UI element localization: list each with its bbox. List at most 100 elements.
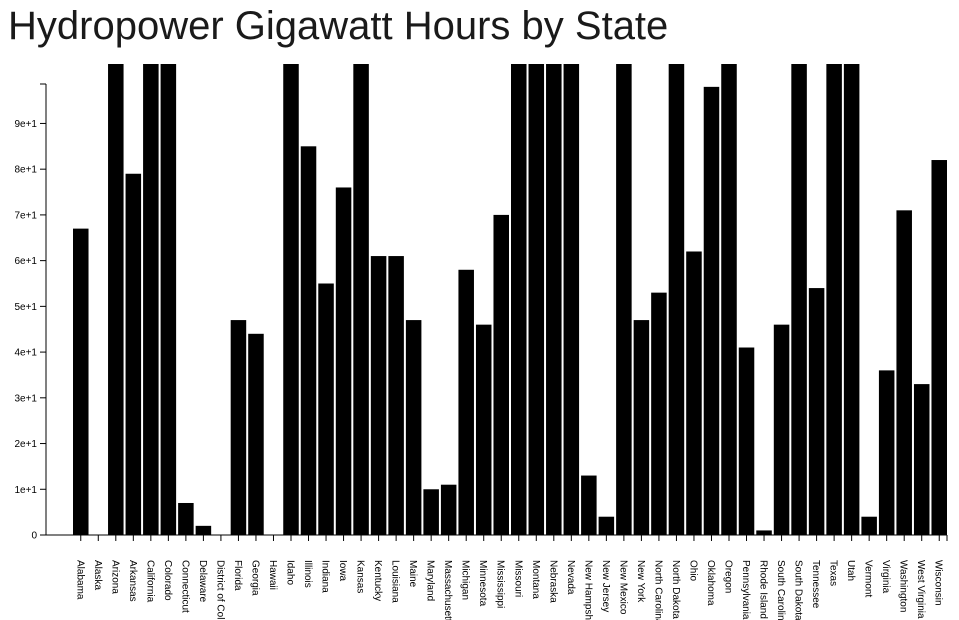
bar <box>440 484 457 535</box>
bar <box>546 64 562 535</box>
bar <box>528 64 545 535</box>
bar <box>423 489 439 535</box>
y-tick-label: 2e+1 <box>14 439 37 450</box>
x-tick-label: South Dakota <box>793 560 804 620</box>
x-tick-label: Ohio <box>687 560 698 582</box>
x-tick-label: Utah <box>845 560 856 581</box>
bar <box>651 292 667 535</box>
bar <box>826 64 842 535</box>
bar <box>370 256 387 535</box>
bar <box>300 146 317 535</box>
y-tick-label: 1e+1 <box>14 485 37 496</box>
x-tick-label: Louisiana <box>390 560 401 603</box>
y-tick-label: 5e+1 <box>14 302 37 313</box>
x-tick-label: Georgia <box>249 560 260 596</box>
bar <box>931 160 947 535</box>
x-tick-label: Vermont <box>863 560 874 597</box>
x-tick-label: Minnesota <box>477 560 488 607</box>
x-tick-label: North Dakota <box>670 560 681 619</box>
x-tick-label: Pennsylvania <box>740 560 751 620</box>
x-tick-label: Connecticut <box>179 560 190 613</box>
x-tick-label: Kansas <box>355 560 366 593</box>
bar <box>808 288 825 535</box>
bar <box>248 333 264 535</box>
bar <box>73 228 89 535</box>
x-tick-label: Maryland <box>425 560 436 601</box>
bar <box>388 256 404 535</box>
x-tick-label: Texas <box>828 560 839 586</box>
x-tick-label: Iowa <box>337 560 348 582</box>
x-tick-label: Oklahoma <box>705 560 716 606</box>
x-tick-label: New York <box>635 560 646 603</box>
bar <box>511 64 527 535</box>
x-tick-label: West Virginia <box>915 560 926 619</box>
y-tick-label: 9e+1 <box>14 119 37 130</box>
bar <box>686 251 702 536</box>
bar <box>861 516 877 535</box>
x-tick-label: District of Columb <box>214 560 225 620</box>
bar <box>178 502 194 535</box>
x-tick-label: Alabama <box>74 560 85 600</box>
x-tick-label: Alaska <box>92 560 103 590</box>
bar <box>773 324 790 535</box>
x-tick-label: Missouri <box>512 560 523 597</box>
y-tick-label: 0 <box>31 531 37 542</box>
x-tick-label: Colorado <box>162 560 173 601</box>
y-tick-label: 4e+1 <box>14 348 37 359</box>
bar <box>738 347 755 535</box>
bar <box>896 210 912 535</box>
x-tick-label: Tennessee <box>810 560 821 609</box>
y-tick-label: 8e+1 <box>14 165 37 176</box>
bar <box>283 64 299 535</box>
x-tick-label: Maine <box>407 560 418 588</box>
x-tick-label: Idaho <box>285 560 296 585</box>
bar <box>756 530 772 535</box>
x-tick-label: Indiana <box>320 560 331 593</box>
bar <box>405 320 422 535</box>
bar <box>195 525 212 535</box>
bar <box>581 475 597 535</box>
x-tick-label: New Mexico <box>617 560 628 615</box>
x-tick-label: Hawaii <box>267 560 278 590</box>
bar <box>230 320 247 535</box>
bar <box>475 324 492 535</box>
bar <box>108 64 124 535</box>
x-tick-label: Virginia <box>880 560 891 594</box>
bar <box>493 214 509 535</box>
x-tick-label: New Hampshire <box>582 560 593 620</box>
bar <box>335 187 352 535</box>
x-tick-label: Montana <box>530 560 541 599</box>
x-tick-label: Nevada <box>565 560 576 595</box>
bar <box>791 64 807 535</box>
bar <box>633 320 650 535</box>
y-tick-label: 6e+1 <box>14 256 37 267</box>
bar <box>668 64 685 535</box>
bar <box>703 86 720 536</box>
x-tick-label: New Jersey <box>600 560 611 612</box>
bar <box>563 64 580 535</box>
x-tick-label: Michigan <box>460 560 471 600</box>
bar <box>318 283 334 535</box>
bar <box>160 64 177 535</box>
x-tick-label: South Carolina <box>775 560 786 620</box>
x-tick-label: Rhode Island <box>758 560 769 619</box>
x-tick-label: Delaware <box>197 560 208 603</box>
bar <box>125 173 142 535</box>
bar <box>458 269 474 535</box>
bar <box>143 64 159 535</box>
x-tick-label: Arizona <box>109 560 120 594</box>
y-tick-label: 7e+1 <box>14 210 37 221</box>
bar <box>353 64 369 535</box>
chart-title: Hydropower Gigawatt Hours by State <box>8 4 669 48</box>
x-tick-label: Oregon <box>723 560 734 593</box>
bar <box>843 64 860 535</box>
bar <box>616 64 632 535</box>
x-tick-label: Wisconsin <box>933 560 944 606</box>
x-tick-label: Florida <box>232 560 243 591</box>
bar <box>878 370 895 535</box>
x-tick-label: Arkansas <box>127 560 138 602</box>
x-tick-label: Illinois <box>302 560 313 588</box>
x-tick-label: Washington <box>898 560 909 612</box>
bar <box>721 64 737 535</box>
